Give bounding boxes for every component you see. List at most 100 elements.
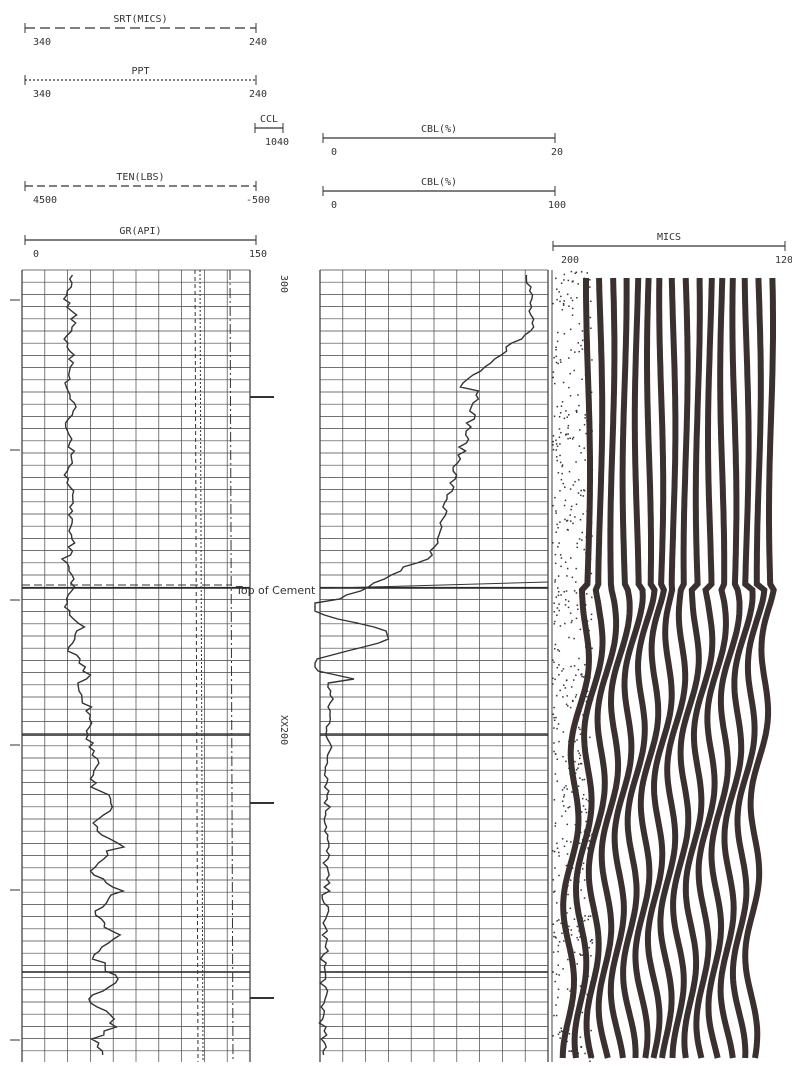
vdl-noise	[568, 767, 570, 770]
vdl-noise	[586, 593, 588, 595]
vdl-noise	[553, 750, 555, 753]
vdl-noise	[556, 920, 558, 922]
vdl-noise	[585, 536, 588, 538]
vdl-noise	[557, 988, 560, 991]
vdl-noise	[564, 599, 567, 601]
vdl-noise	[557, 950, 559, 953]
vdl-noise	[583, 897, 586, 899]
vdl-noise	[583, 447, 586, 449]
vdl-noise	[586, 620, 589, 622]
vdl-noise	[564, 561, 567, 563]
vdl-noise	[567, 424, 570, 427]
vdl-noise	[587, 915, 590, 918]
vdl-noise	[567, 754, 570, 756]
vdl-noise	[589, 940, 592, 943]
vdl-noise	[554, 496, 556, 499]
vdl-noise	[552, 891, 555, 893]
vdl-noise	[574, 516, 576, 518]
vdl-noise	[584, 991, 587, 993]
vdl-noise	[569, 514, 571, 516]
vdl-noise	[578, 881, 580, 883]
vdl-noise	[555, 346, 557, 349]
vdl-noise	[566, 853, 569, 855]
vdl-noise	[558, 740, 560, 743]
vdl-noise	[585, 432, 587, 435]
vdl-noise	[554, 553, 557, 556]
vdl-noise	[574, 740, 576, 743]
vdl-noise	[561, 932, 563, 935]
vdl-noise	[579, 842, 581, 844]
vdl-noise	[553, 356, 555, 359]
vdl-noise	[566, 416, 569, 418]
vdl-noise	[588, 849, 591, 852]
vdl-noise	[559, 300, 561, 303]
vdl-noise	[581, 1011, 584, 1014]
vdl-noise	[587, 446, 590, 449]
vdl-noise	[590, 300, 592, 303]
vdl-noise	[566, 988, 569, 990]
vdl-noise	[577, 897, 580, 900]
vdl-noise	[563, 273, 566, 276]
vdl-noise	[579, 628, 582, 631]
vdl-noise	[560, 405, 563, 407]
vdl-noise	[552, 713, 555, 715]
vdl-noise	[589, 286, 591, 288]
vdl-noise	[553, 799, 556, 801]
vdl-noise	[574, 966, 576, 968]
vdl-stripe	[607, 277, 646, 1059]
curve-name: CBL(%)	[421, 177, 457, 188]
vdl-noise	[578, 752, 581, 755]
vdl-noise	[586, 510, 588, 513]
vdl-noise	[570, 929, 572, 931]
vdl-noise	[577, 608, 579, 610]
vdl-noise	[576, 936, 578, 939]
vdl-noise	[571, 307, 574, 310]
vdl-noise	[578, 910, 581, 913]
vdl-noise	[571, 314, 574, 316]
vdl-noise	[585, 830, 587, 833]
vdl-noise	[585, 760, 588, 762]
vdl-noise	[583, 1020, 586, 1023]
vdl-noise	[576, 963, 578, 965]
vdl-noise	[554, 643, 557, 646]
vdl-noise	[554, 936, 557, 938]
vdl-noise	[591, 783, 593, 786]
vdl-noise	[578, 404, 580, 407]
vdl-noise	[552, 923, 555, 925]
vdl-noise	[584, 674, 587, 677]
vdl-noise	[591, 796, 593, 798]
vdl-noise	[587, 763, 590, 766]
vdl-noise	[586, 690, 589, 693]
vdl-noise	[584, 948, 586, 951]
vdl-noise	[580, 811, 583, 813]
vdl-noise	[570, 934, 573, 936]
vdl-noise	[589, 581, 591, 583]
vdl-noise	[580, 954, 582, 956]
vdl-noise	[577, 394, 579, 396]
vdl-noise	[552, 435, 555, 437]
vdl-noise	[586, 1002, 589, 1004]
vdl-noise	[559, 489, 561, 492]
vdl-noise	[557, 1033, 560, 1035]
vdl-noise	[565, 590, 568, 592]
vdl-noise	[577, 342, 580, 344]
vdl-noise	[590, 391, 593, 394]
vdl-noise	[561, 465, 563, 468]
vdl-noise	[572, 522, 574, 525]
vdl-noise	[552, 448, 555, 451]
vdl-noise	[584, 417, 586, 419]
curve-name: CCL	[260, 114, 278, 125]
vdl-noise	[582, 676, 585, 678]
vdl-noise	[589, 1042, 592, 1045]
vdl-noise	[568, 305, 570, 307]
vdl-noise	[571, 438, 574, 440]
vdl-noise	[555, 1004, 557, 1006]
vdl-stripe	[717, 277, 756, 1059]
vdl-noise	[559, 1037, 561, 1039]
vdl-noise	[577, 767, 579, 769]
scale-left: 0	[331, 147, 337, 158]
vdl-noise	[554, 890, 556, 893]
vdl-stripe	[681, 277, 716, 1059]
vdl-noise	[580, 489, 582, 492]
vdl-noise	[587, 1018, 590, 1021]
